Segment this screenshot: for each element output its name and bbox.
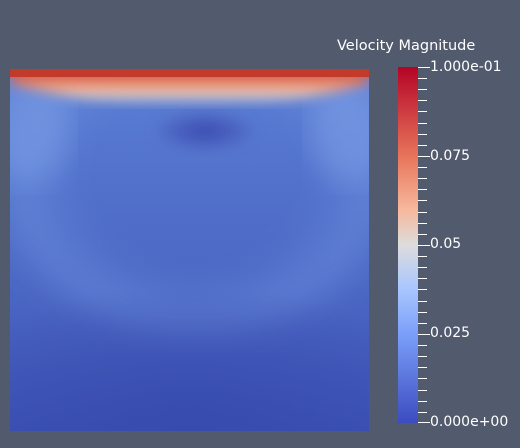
tick xyxy=(418,200,427,201)
tick xyxy=(418,256,427,257)
tick-025 xyxy=(418,334,430,335)
legend-label-min: 0.000e+00 xyxy=(430,414,509,430)
tick xyxy=(418,345,427,346)
tick-min xyxy=(418,422,430,423)
tick xyxy=(418,323,427,324)
tick xyxy=(418,167,427,168)
tick-050 xyxy=(418,245,430,246)
tick xyxy=(418,412,427,413)
tick-max xyxy=(418,67,430,68)
tick xyxy=(418,289,427,290)
tick xyxy=(418,401,427,402)
tick xyxy=(418,378,427,379)
legend-label-max: 1.000e-01 xyxy=(430,59,502,75)
tick xyxy=(418,123,427,124)
tick xyxy=(418,356,427,357)
tick xyxy=(418,100,427,101)
tick xyxy=(418,212,427,213)
render-viewport[interactable] xyxy=(10,69,369,431)
tick xyxy=(418,78,427,79)
legend-title: Velocity Magnitude xyxy=(337,38,476,54)
tick xyxy=(418,145,427,146)
legend-label-075: 0.075 xyxy=(430,148,471,164)
colorbar-ticks xyxy=(418,67,430,423)
legend-label-025: 0.025 xyxy=(430,325,471,341)
tick xyxy=(418,267,427,268)
tick xyxy=(418,111,427,112)
tick-075 xyxy=(418,156,430,157)
tick xyxy=(418,189,427,190)
tick xyxy=(418,89,427,90)
tick xyxy=(418,178,427,179)
tick xyxy=(418,390,427,391)
tick xyxy=(418,367,427,368)
tick xyxy=(418,312,427,313)
tick xyxy=(418,301,427,302)
color-legend-bar xyxy=(398,67,418,423)
tick xyxy=(418,223,427,224)
tick xyxy=(418,234,427,235)
legend-label-050: 0.05 xyxy=(430,236,462,252)
velocity-field xyxy=(10,69,369,431)
tick xyxy=(418,278,427,279)
tick xyxy=(418,134,427,135)
